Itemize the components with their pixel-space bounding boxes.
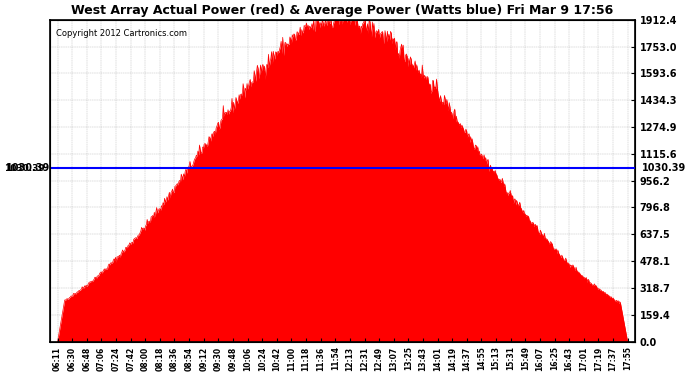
Text: 1030.39: 1030.39	[3, 164, 44, 172]
Text: 1030.39: 1030.39	[642, 163, 687, 173]
Text: 1030.39: 1030.39	[6, 163, 50, 173]
Text: Copyright 2012 Cartronics.com: Copyright 2012 Cartronics.com	[56, 29, 187, 38]
Title: West Array Actual Power (red) & Average Power (Watts blue) Fri Mar 9 17:56: West Array Actual Power (red) & Average …	[72, 4, 613, 17]
